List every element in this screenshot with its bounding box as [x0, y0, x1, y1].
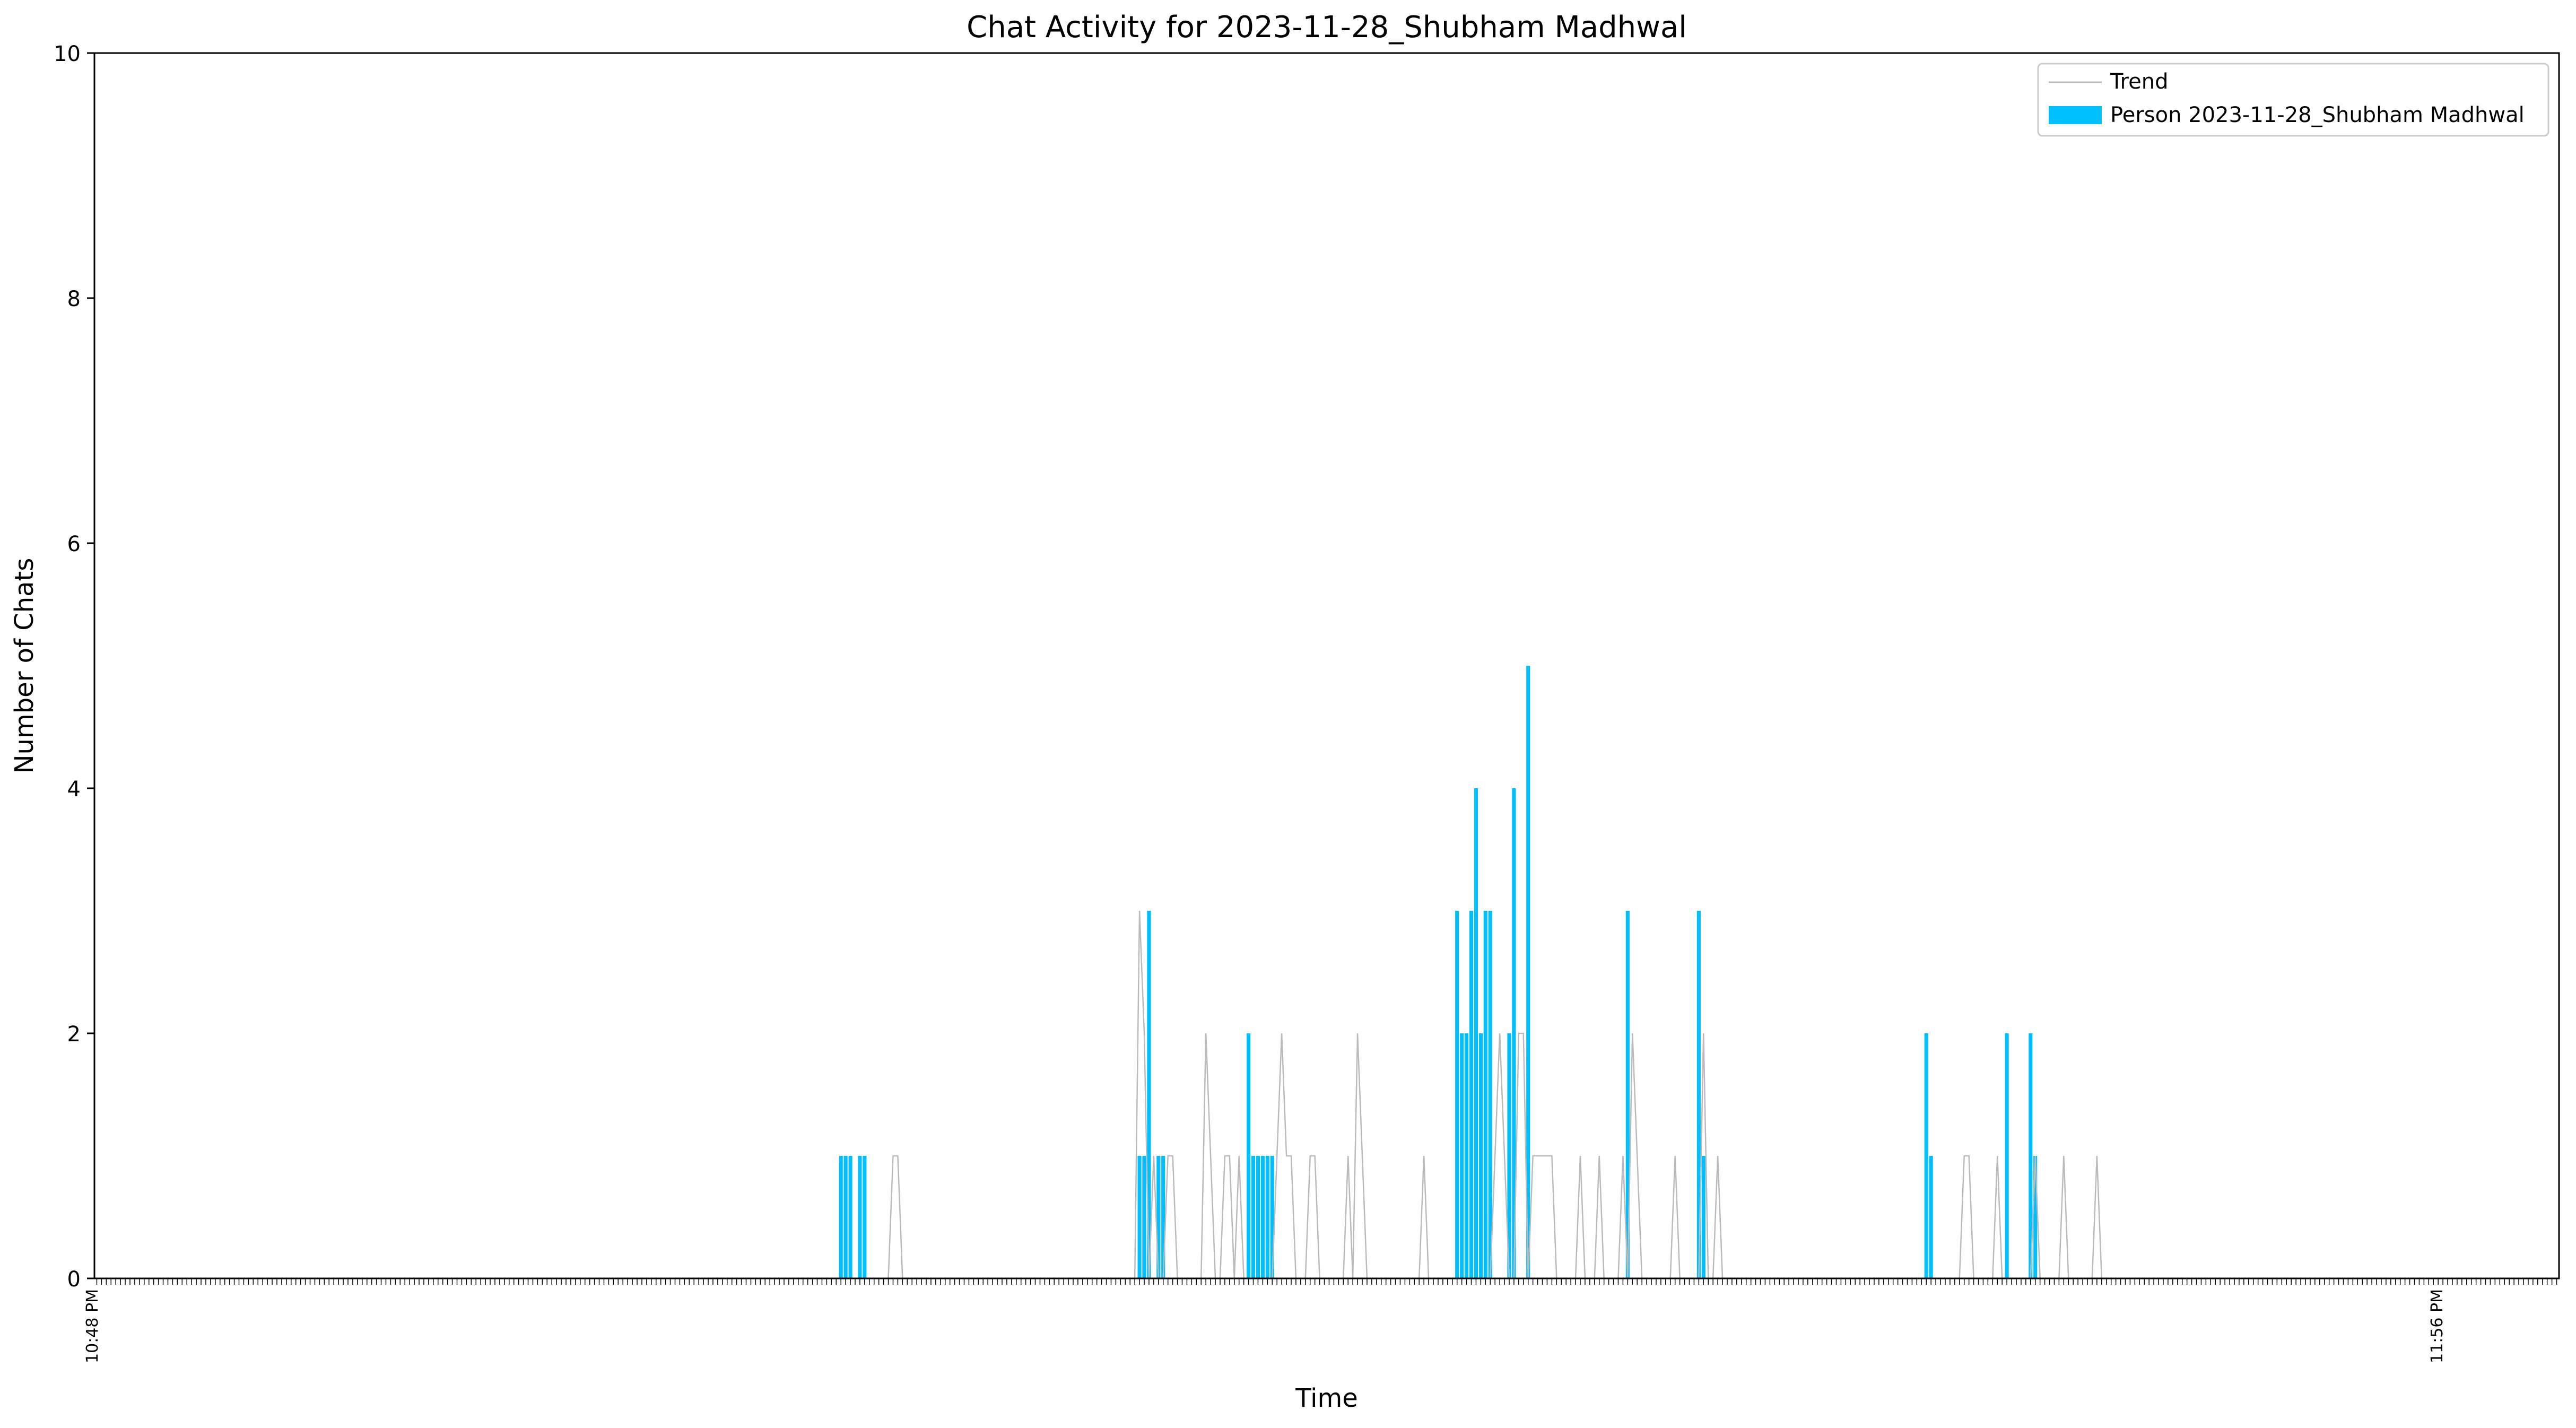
bar — [2033, 1156, 2038, 1278]
bar — [1488, 911, 1492, 1278]
bar — [1142, 1156, 1146, 1278]
bar — [1469, 911, 1474, 1278]
bar — [1455, 911, 1459, 1278]
legend-box — [2037, 63, 2549, 137]
y-axis-ticks: 0 2 4 6 8 10 — [54, 42, 94, 1292]
bar — [1924, 1033, 1928, 1278]
bar — [1696, 911, 1701, 1278]
bar — [1251, 1156, 1256, 1278]
bar — [1161, 1156, 1165, 1278]
bar — [2029, 1033, 2033, 1278]
y-axis-label: Number of Chats — [10, 558, 39, 774]
bar — [1460, 1033, 1464, 1278]
bar-series — [839, 666, 2038, 1278]
x-axis-tick-labels: 10:48 PM 11:56 PM — [83, 1289, 2447, 1363]
bar — [1156, 1156, 1161, 1278]
chart-title: Chat Activity for 2023-11-28_Shubham Mad… — [967, 10, 1687, 45]
bar — [1265, 1156, 1269, 1278]
legend: Trend Person 2023-11-28_Shubham Madhwal — [2037, 63, 2549, 137]
bar — [1929, 1156, 1933, 1278]
y-tick-label: 0 — [67, 1267, 81, 1292]
bar — [1512, 788, 1516, 1278]
x-tick-label: 11:56 PM — [2428, 1289, 2447, 1363]
bar — [839, 1156, 843, 1278]
y-tick-label: 10 — [54, 42, 81, 66]
x-axis-ticks — [96, 1278, 2557, 1285]
bar — [1701, 1156, 1705, 1278]
bar — [1507, 1033, 1511, 1278]
bar — [1256, 1156, 1260, 1278]
bar — [863, 1156, 867, 1278]
x-axis-label: Time — [1295, 1383, 1357, 1413]
legend-bar-swatch — [2049, 106, 2102, 124]
y-tick-label: 4 — [67, 777, 81, 802]
legend-bar-label: Person 2023-11-28_Shubham Madhwal — [2110, 103, 2525, 127]
bar — [1478, 1033, 1483, 1278]
y-tick-label: 2 — [67, 1022, 81, 1047]
bar — [2005, 1033, 2009, 1278]
bar — [1483, 911, 1487, 1278]
bar — [848, 1156, 852, 1278]
bar — [1270, 1156, 1274, 1278]
bar — [1474, 788, 1478, 1278]
bar — [1464, 1033, 1469, 1278]
x-tick-label: 10:48 PM — [83, 1289, 102, 1363]
y-tick-label: 6 — [67, 532, 81, 556]
bar — [1247, 1033, 1251, 1278]
bar — [843, 1156, 848, 1278]
y-tick-label: 8 — [67, 287, 81, 311]
bar — [1260, 1156, 1265, 1278]
plot-frame — [93, 52, 2560, 1279]
bar — [1147, 911, 1151, 1278]
bar — [858, 1156, 862, 1278]
bar — [1625, 911, 1630, 1278]
legend-trend-label: Trend — [2110, 69, 2168, 94]
bar — [1526, 666, 1530, 1278]
bar — [1137, 1156, 1142, 1278]
